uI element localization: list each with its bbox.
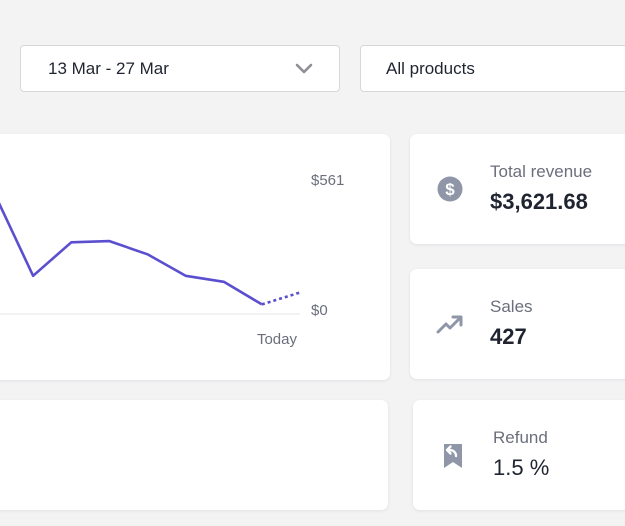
y-tick-min: $0 [311, 302, 328, 319]
x-axis-label-today: Today [257, 331, 298, 348]
refund-bookmark-icon [444, 444, 462, 468]
stat-value: 1.5 % [493, 455, 550, 480]
stat-card-total-revenue: $ Total revenue $3,621.68 [410, 134, 625, 244]
date-range-value: 13 Mar - 27 Mar [48, 58, 169, 78]
revenue-projection-line [261, 291, 301, 306]
dollar-circle-icon: $ [437, 176, 463, 202]
stat-label: Refund [493, 428, 548, 447]
date-range-select[interactable]: 13 Mar - 27 Mar [20, 45, 340, 92]
revenue-series-line [0, 202, 263, 306]
stat-label: Sales [490, 297, 533, 316]
stat-label: Total revenue [490, 162, 593, 181]
stat-value: $3,621.68 [490, 189, 588, 214]
svg-text:$: $ [445, 180, 455, 199]
revenue-chart-card: $561 $0 Today [0, 134, 390, 380]
trending-up-icon [436, 315, 463, 334]
product-select[interactable]: All products [360, 45, 625, 92]
chevron-down-icon [295, 63, 313, 74]
product-value: All products [386, 58, 475, 78]
stat-value: 427 [490, 324, 527, 349]
y-tick-max: $561 [311, 172, 344, 189]
stat-card-refund: Refund 1.5 % [413, 400, 625, 510]
stat-card-sales: Sales 427 [410, 269, 625, 379]
revenue-line-chart: $561 $0 Today [0, 172, 344, 348]
empty-card [0, 400, 388, 510]
